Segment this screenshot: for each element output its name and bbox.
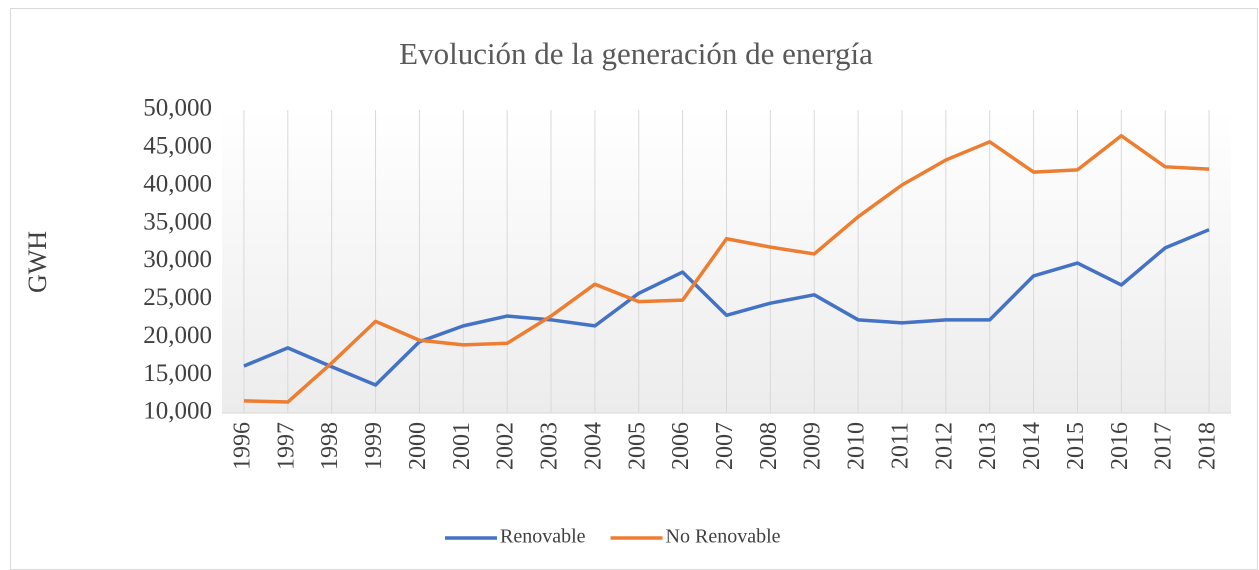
- x-tick-label: 2003: [537, 422, 563, 470]
- x-tick-label: 2005: [624, 422, 650, 470]
- y-tick-label: 30,000: [143, 246, 212, 273]
- x-tick-label: 2010: [844, 422, 870, 470]
- x-tick-label: 2017: [1151, 422, 1177, 470]
- legend-label: No Renovable: [666, 526, 781, 548]
- y-axis-label: GWH: [23, 231, 52, 293]
- x-tick-label: 2002: [493, 422, 519, 470]
- x-tick-label: 2016: [1107, 422, 1133, 470]
- x-tick-label: 2009: [800, 422, 826, 470]
- x-tick-label: 1999: [361, 422, 387, 470]
- x-tick-label: 2018: [1195, 422, 1221, 470]
- y-tick-label: 45,000: [143, 133, 212, 160]
- legend-label: Renovable: [500, 526, 586, 548]
- y-tick-label: 20,000: [143, 322, 212, 349]
- line-series: [243, 134, 1210, 404]
- line-series: [243, 228, 1210, 387]
- x-tick-label: 2007: [712, 422, 738, 470]
- y-tick-label: 25,000: [143, 284, 212, 311]
- x-tick-label: 2013: [975, 422, 1001, 470]
- y-tick-label: 15,000: [143, 360, 212, 387]
- x-tick-label: 2001: [449, 422, 475, 470]
- x-tick-label: 2004: [580, 422, 606, 470]
- x-tick-label: 2015: [1063, 422, 1089, 470]
- y-tick-label: 35,000: [143, 208, 212, 235]
- y-tick-label: 50,000: [143, 95, 212, 122]
- x-tick-label: 2014: [1019, 422, 1045, 470]
- y-tick-label: 10,000: [143, 398, 212, 425]
- y-tick-label: 40,000: [143, 170, 212, 197]
- x-tick-label: 1998: [317, 422, 343, 470]
- x-tick-label: 2006: [668, 422, 694, 470]
- x-tick-label: 1996: [229, 422, 255, 470]
- x-tick-label: 2000: [405, 422, 431, 470]
- chart-title: Evolución de la generación de energía: [399, 36, 873, 71]
- x-tick-label: 2012: [931, 422, 957, 470]
- x-tick-label: 1997: [273, 422, 299, 470]
- x-tick-label: 2008: [756, 422, 782, 470]
- x-tick-label: 2011: [887, 422, 913, 469]
